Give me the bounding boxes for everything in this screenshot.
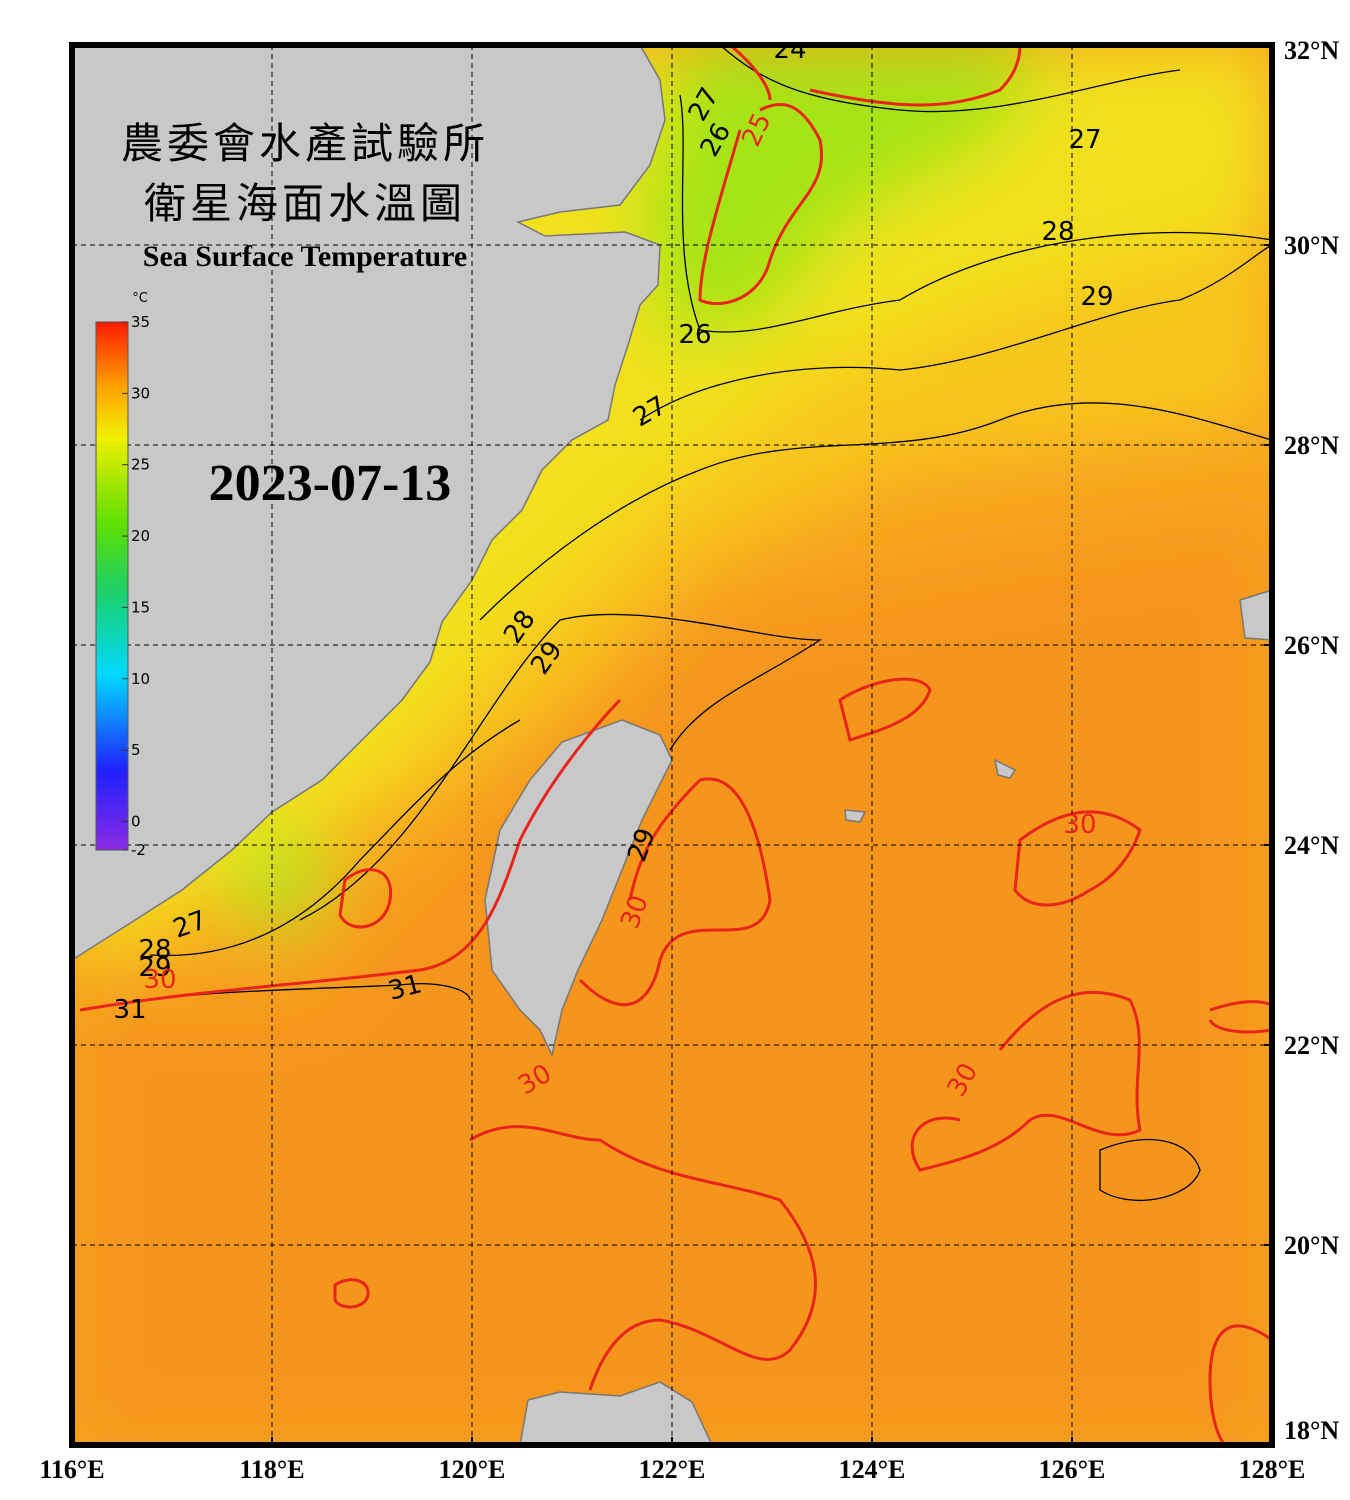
colorbar-unit: °C xyxy=(132,291,148,306)
x-tick-label: 116°E xyxy=(39,1455,104,1484)
x-tick-label: 122°E xyxy=(639,1455,706,1484)
x-tick-label: 120°E xyxy=(439,1455,506,1484)
colorbar xyxy=(95,321,129,851)
colorbar-tick-label: 35 xyxy=(131,313,150,331)
colorbar-tick-label: -2 xyxy=(131,841,146,859)
colorbar-tick-label: 30 xyxy=(131,384,150,402)
colorbar-tick-label: 0 xyxy=(131,812,141,830)
contour-label: 29 xyxy=(138,953,171,983)
map-area: 24 27 26 25 27 28 29 26 27 28 29 29 30 2… xyxy=(72,35,1272,1445)
subtitle-zh: 衛星海面水溫圖 xyxy=(144,179,466,228)
luzon xyxy=(519,1381,713,1445)
x-tick-label: 128°E xyxy=(1239,1455,1306,1484)
y-tick-label: 28°N xyxy=(1284,431,1339,460)
colorbar-tick-label: 10 xyxy=(131,670,150,688)
contour-label: 30 xyxy=(1063,810,1096,840)
mainland-china xyxy=(72,45,666,961)
colorbar-tick-label: 20 xyxy=(131,527,150,545)
colorbar-tick-label: 5 xyxy=(131,741,141,759)
contour-label: 26 xyxy=(678,320,711,350)
x-tick-label: 124°E xyxy=(839,1455,906,1484)
y-tick-label: 30°N xyxy=(1284,231,1339,260)
y-tick-label: 24°N xyxy=(1284,831,1339,860)
graticule xyxy=(72,45,1272,1445)
y-tick-label: 32°N xyxy=(1284,36,1339,65)
taiwan xyxy=(484,719,673,1058)
contour-label: 29 xyxy=(1080,282,1113,312)
y-tick-label: 18°N xyxy=(1284,1416,1339,1445)
land xyxy=(72,45,1272,1445)
axes: 116°E 118°E 120°E 122°E 124°E 126°E 128°E 32°N 3… xyxy=(39,36,1339,1484)
title-en: Sea Surface Temperature xyxy=(143,240,467,273)
y-tick-label: 20°N xyxy=(1284,1231,1339,1260)
title-zh: 農委會水產試驗所 xyxy=(121,119,489,168)
x-tick-label: 126°E xyxy=(1039,1455,1106,1484)
contour-label: 27 xyxy=(1068,125,1101,155)
y-tick-label: 22°N xyxy=(1284,1031,1339,1060)
contour-label: 28 xyxy=(1041,217,1074,247)
contour-label: 30 xyxy=(143,965,176,995)
date-label: 2023-07-13 xyxy=(209,455,452,512)
contours-black xyxy=(79,45,1272,1202)
contour-label: 28 xyxy=(138,935,171,965)
y-tick-label: 26°N xyxy=(1284,631,1339,660)
x-tick-label: 118°E xyxy=(239,1455,304,1484)
colorbar-tick-label: 25 xyxy=(131,456,150,474)
colorbar-tick-label: 15 xyxy=(131,598,150,616)
ryukyu xyxy=(1239,589,1272,641)
contour-label: 31 xyxy=(113,995,146,1025)
contour-label: 24 xyxy=(773,35,806,65)
